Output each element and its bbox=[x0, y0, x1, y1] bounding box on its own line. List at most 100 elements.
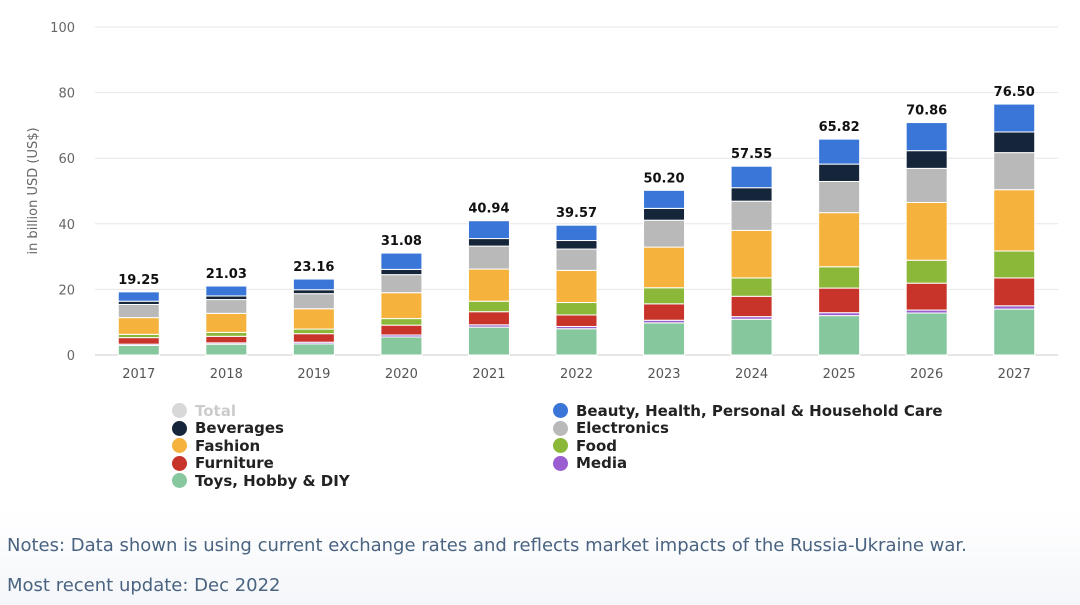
bar-fashion-2021[interactable] bbox=[467, 268, 510, 302]
bar-toys-hobby-diy-2020[interactable] bbox=[380, 336, 423, 356]
bar-furniture-2020[interactable] bbox=[380, 324, 423, 336]
bar-beauty-health-personal-household-care-2017[interactable] bbox=[117, 291, 160, 302]
bar-beauty-health-personal-household-care-2023[interactable] bbox=[643, 189, 686, 209]
bar-furniture-2022[interactable] bbox=[555, 314, 598, 327]
bar-furniture-2021[interactable] bbox=[467, 311, 510, 326]
bars[interactable] bbox=[117, 103, 1036, 356]
bar-electronics-2025[interactable] bbox=[818, 180, 861, 214]
bar-electronics-2020[interactable] bbox=[380, 274, 423, 294]
bar-beverages-2024[interactable] bbox=[730, 187, 773, 202]
bar-furniture-2024[interactable] bbox=[730, 295, 773, 318]
bar-toys-hobby-diy-2025[interactable] bbox=[818, 315, 861, 356]
bar-food-2019[interactable] bbox=[292, 328, 335, 335]
bar-food-2027[interactable] bbox=[993, 250, 1036, 279]
bar-beverages-2018[interactable] bbox=[205, 295, 248, 301]
bar-electronics-2023[interactable] bbox=[643, 219, 686, 248]
total-label-2025: 65.82 bbox=[819, 120, 860, 135]
bar-food-2023[interactable] bbox=[643, 287, 686, 305]
legend-marker-icon bbox=[172, 403, 187, 419]
bar-electronics-2027[interactable] bbox=[993, 152, 1036, 191]
bar-fashion-2025[interactable] bbox=[818, 212, 861, 268]
bar-electronics-2019[interactable] bbox=[292, 293, 335, 310]
bar-electronics-2017[interactable] bbox=[117, 303, 160, 319]
bar-toys-hobby-diy-2024[interactable] bbox=[730, 318, 773, 356]
bar-electronics-2021[interactable] bbox=[467, 245, 510, 270]
x-tick-label-2017: 2017 bbox=[122, 367, 155, 382]
legend-label: Food bbox=[576, 436, 617, 455]
bar-beverages-2025[interactable] bbox=[818, 163, 861, 182]
legend-item-furniture[interactable]: Furniture bbox=[172, 454, 350, 473]
bar-fashion-2020[interactable] bbox=[380, 292, 423, 320]
total-label-2019: 23.16 bbox=[293, 260, 334, 275]
footer: Notes: Data shown is using current excha… bbox=[0, 510, 1080, 605]
bar-fashion-2022[interactable] bbox=[555, 269, 598, 304]
bar-beverages-2020[interactable] bbox=[380, 268, 423, 276]
bar-toys-hobby-diy-2022[interactable] bbox=[555, 328, 598, 356]
legend-item-fashion[interactable]: Fashion bbox=[172, 437, 350, 455]
bar-furniture-2023[interactable] bbox=[643, 303, 686, 321]
bar-toys-hobby-diy-2027[interactable] bbox=[993, 308, 1036, 356]
x-tick-label-2020: 2020 bbox=[385, 367, 418, 382]
bar-beauty-health-personal-household-care-2025[interactable] bbox=[818, 138, 861, 165]
bar-furniture-2025[interactable] bbox=[818, 287, 861, 314]
bar-fashion-2027[interactable] bbox=[993, 189, 1036, 252]
legend-marker-icon bbox=[553, 455, 568, 471]
bar-food-2018[interactable] bbox=[205, 331, 248, 337]
bar-furniture-2017[interactable] bbox=[117, 337, 160, 345]
bar-beverages-2027[interactable] bbox=[993, 131, 1036, 154]
bar-fashion-2024[interactable] bbox=[730, 229, 773, 279]
bar-beverages-2022[interactable] bbox=[555, 240, 598, 250]
legend-label: Furniture bbox=[195, 454, 274, 473]
bar-beauty-health-personal-household-care-2022[interactable] bbox=[555, 224, 598, 242]
legend-item-total[interactable]: Total bbox=[172, 402, 350, 420]
x-tick-label-2025: 2025 bbox=[823, 367, 856, 382]
bar-furniture-2027[interactable] bbox=[993, 277, 1036, 307]
bar-fashion-2019[interactable] bbox=[292, 308, 335, 330]
bar-beverages-2026[interactable] bbox=[905, 150, 948, 169]
bar-food-2020[interactable] bbox=[380, 318, 423, 326]
bar-toys-hobby-diy-2026[interactable] bbox=[905, 312, 948, 356]
total-label-2023: 50.20 bbox=[643, 171, 684, 186]
y-tick-label: 0 bbox=[67, 349, 75, 364]
bar-beverages-2019[interactable] bbox=[292, 289, 335, 295]
bar-fashion-2023[interactable] bbox=[643, 246, 686, 289]
bar-food-2024[interactable] bbox=[730, 277, 773, 297]
bar-fashion-2017[interactable] bbox=[117, 317, 160, 335]
legend-item-electronics[interactable]: Electronics bbox=[553, 419, 943, 437]
bar-furniture-2026[interactable] bbox=[905, 282, 948, 311]
bar-electronics-2024[interactable] bbox=[730, 200, 773, 231]
bar-food-2022[interactable] bbox=[555, 302, 598, 316]
bar-toys-hobby-diy-2021[interactable] bbox=[467, 326, 510, 356]
bar-beauty-health-personal-household-care-2027[interactable] bbox=[993, 103, 1036, 133]
legend-marker-icon bbox=[553, 403, 568, 419]
bar-beauty-health-personal-household-care-2021[interactable] bbox=[467, 220, 510, 240]
legend-item-food[interactable]: Food bbox=[553, 437, 943, 455]
total-label-2020: 31.08 bbox=[381, 234, 422, 249]
bar-beverages-2023[interactable] bbox=[643, 207, 686, 221]
bar-electronics-2018[interactable] bbox=[205, 299, 248, 314]
bar-beauty-health-personal-household-care-2019[interactable] bbox=[292, 278, 335, 291]
bar-electronics-2022[interactable] bbox=[555, 248, 598, 271]
legend-item-beverages[interactable]: Beverages bbox=[172, 419, 350, 437]
bar-furniture-2019[interactable] bbox=[292, 333, 335, 343]
bar-furniture-2018[interactable] bbox=[205, 335, 248, 344]
bar-electronics-2026[interactable] bbox=[905, 167, 948, 203]
bar-toys-hobby-diy-2023[interactable] bbox=[643, 322, 686, 356]
bar-fashion-2018[interactable] bbox=[205, 312, 248, 333]
bar-food-2026[interactable] bbox=[905, 259, 948, 284]
bar-beauty-health-personal-household-care-2026[interactable] bbox=[905, 122, 948, 152]
bar-toys-hobby-diy-2018[interactable] bbox=[205, 343, 248, 356]
legend-item-toys-hobby-diy[interactable]: Toys, Hobby & DIY bbox=[172, 472, 350, 490]
bar-beauty-health-personal-household-care-2020[interactable] bbox=[380, 252, 423, 270]
legend-item-beauty-health-personal-household-care[interactable]: Beauty, Health, Personal & Household Car… bbox=[553, 402, 943, 420]
legend-column-right: Beauty, Health, Personal & Household Car… bbox=[553, 402, 943, 472]
bar-fashion-2026[interactable] bbox=[905, 201, 948, 261]
bar-toys-hobby-diy-2019[interactable] bbox=[292, 343, 335, 356]
legend-item-media[interactable]: Media bbox=[553, 454, 943, 472]
bar-toys-hobby-diy-2017[interactable] bbox=[117, 344, 160, 356]
bar-beverages-2021[interactable] bbox=[467, 238, 510, 247]
bar-beauty-health-personal-household-care-2018[interactable] bbox=[205, 285, 248, 297]
bar-food-2021[interactable] bbox=[467, 300, 510, 313]
bar-food-2025[interactable] bbox=[818, 266, 861, 289]
bar-beauty-health-personal-household-care-2024[interactable] bbox=[730, 165, 773, 189]
